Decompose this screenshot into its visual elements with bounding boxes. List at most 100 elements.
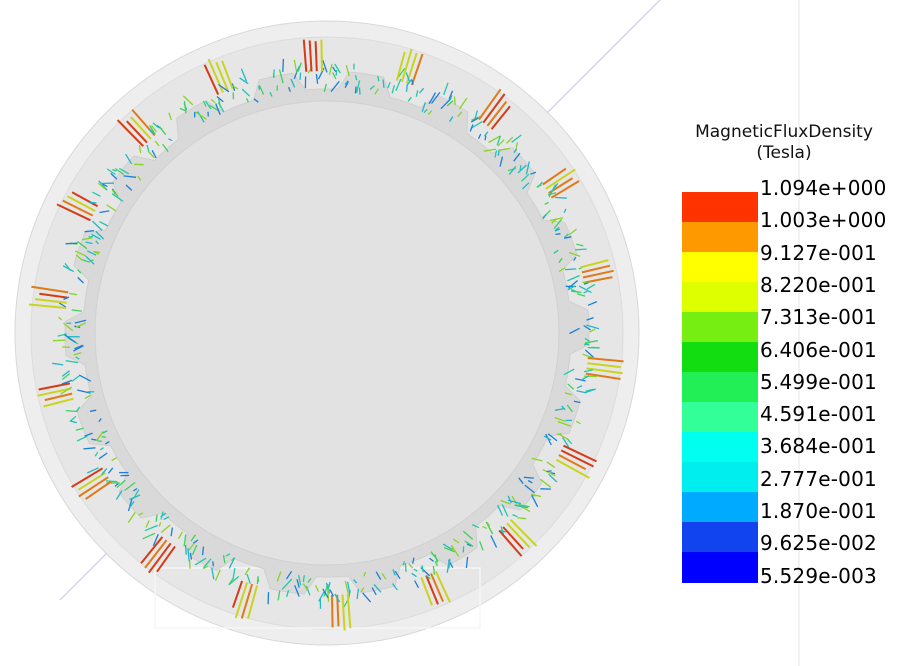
- flux-vector-peak: [77, 471, 106, 491]
- flux-vector: [584, 388, 597, 394]
- legend-title: MagneticFluxDensity (Tesla): [670, 122, 898, 164]
- flux-vector-peak: [116, 119, 145, 147]
- flux-vector: [329, 589, 334, 597]
- flux-vector: [511, 134, 522, 143]
- flux-vector: [547, 433, 558, 442]
- flux-vector-peak: [78, 476, 109, 498]
- flux-vector: [434, 560, 438, 567]
- flux-vector: [569, 327, 580, 335]
- flux-vector: [323, 83, 327, 92]
- flux-vector: [554, 196, 567, 199]
- flux-vector-peak: [490, 105, 511, 130]
- flux-vector: [258, 85, 261, 90]
- flux-vector: [123, 175, 137, 178]
- flux-vector: [299, 72, 302, 80]
- flux-vector-peak: [140, 536, 164, 564]
- flux-vector: [99, 221, 109, 227]
- flux-vector: [253, 98, 259, 103]
- flux-vector: [318, 590, 326, 602]
- flux-vector: [449, 95, 453, 101]
- flux-vector: [322, 588, 329, 599]
- flux-vector-peak: [550, 180, 580, 199]
- flux-vector: [466, 543, 472, 547]
- flux-vector: [125, 153, 133, 165]
- flux-vector: [305, 585, 311, 596]
- flux-vector: [421, 565, 424, 573]
- color-swatch: [682, 312, 758, 343]
- flux-vector: [112, 168, 117, 172]
- flux-vector: [110, 172, 118, 180]
- color-bar-tick-label: 4.591e-001: [760, 402, 877, 427]
- flux-vector: [586, 324, 600, 330]
- flux-vector: [74, 250, 87, 257]
- flux-vector: [344, 81, 349, 89]
- flux-vector-peak: [410, 53, 424, 86]
- flux-vector: [65, 360, 79, 364]
- flux-vector: [91, 438, 97, 441]
- flux-vector: [218, 83, 230, 93]
- flux-vector: [168, 138, 173, 142]
- flux-vector: [377, 75, 380, 82]
- flux-vector: [392, 569, 396, 576]
- flux-vector: [96, 431, 104, 441]
- flux-vector-peak: [71, 467, 104, 488]
- flux-vector: [293, 59, 298, 73]
- flux-vector-peak: [581, 264, 611, 274]
- flux-vector: [104, 441, 110, 445]
- flux-vector: [530, 171, 537, 175]
- flux-vector: [423, 108, 428, 114]
- flux-vector: [575, 248, 587, 251]
- flux-vector: [583, 282, 589, 285]
- flux-vector: [462, 530, 474, 540]
- flux-vector: [71, 375, 80, 382]
- flux-vector: [411, 79, 414, 85]
- flux-vector: [578, 285, 592, 294]
- flux-vector-peak: [587, 357, 624, 363]
- flux-vector: [558, 433, 570, 441]
- flux-vector: [406, 78, 413, 87]
- flux-vector: [548, 473, 558, 483]
- flux-vector: [114, 482, 120, 487]
- flux-vector: [391, 85, 396, 94]
- flux-vector-peak: [341, 594, 346, 631]
- flux-vector: [497, 149, 500, 156]
- flux-vector: [411, 572, 417, 578]
- flux-vector-peak: [502, 526, 524, 550]
- flux-vector: [98, 452, 108, 460]
- flux-vector: [391, 583, 398, 591]
- flux-vector: [540, 478, 552, 488]
- flux-vector: [575, 420, 581, 425]
- flux-vector: [168, 112, 173, 121]
- flux-vector-peak: [39, 292, 68, 299]
- flux-vector: [443, 82, 449, 96]
- flux-vector: [394, 570, 401, 580]
- flux-vector-peak: [482, 93, 506, 124]
- flux-vector: [202, 565, 209, 570]
- flux-vector: [531, 457, 543, 462]
- flux-vector: [429, 557, 434, 562]
- flux-vector-peak: [314, 41, 318, 72]
- flux-vector: [413, 568, 418, 572]
- flux-vector: [61, 379, 73, 385]
- flux-vector-peak: [71, 191, 99, 208]
- flux-vector: [362, 592, 372, 603]
- flux-vector: [427, 110, 433, 115]
- flux-vector: [142, 532, 156, 540]
- flux-vector: [211, 567, 215, 580]
- color-swatch: [682, 522, 758, 553]
- flux-vector-peak: [31, 285, 69, 294]
- flux-vector: [65, 409, 78, 413]
- flux-vector: [106, 168, 116, 176]
- flux-vector: [154, 140, 160, 147]
- flux-vector: [95, 230, 105, 240]
- flux-vector: [490, 535, 498, 548]
- flux-vector-peak: [247, 585, 259, 619]
- flux-vector: [531, 494, 539, 508]
- flux-vector-peak: [44, 392, 73, 402]
- flux-vector: [84, 432, 93, 437]
- flux-vector: [564, 392, 572, 396]
- flux-vector: [494, 150, 498, 158]
- flux-vector: [94, 451, 99, 457]
- flux-vector: [557, 420, 572, 427]
